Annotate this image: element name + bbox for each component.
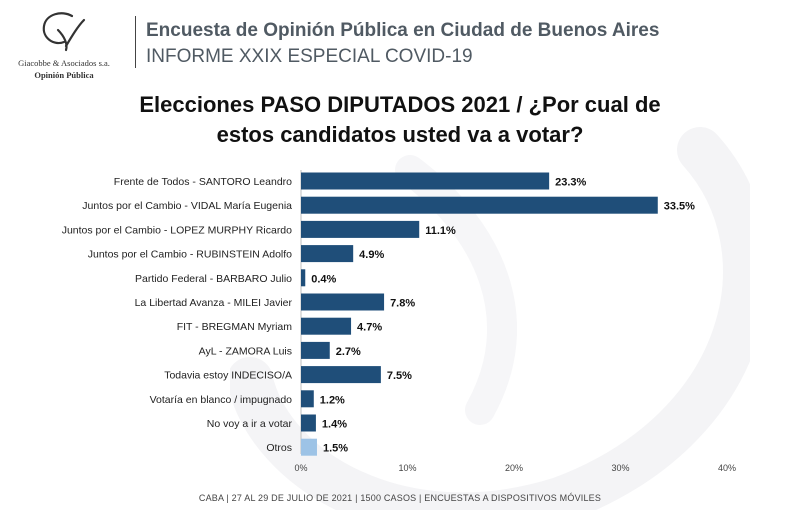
value-label: 1.5% — [323, 443, 348, 455]
x-tick-label: 30% — [611, 463, 629, 473]
report-subtitle: INFORME XXIX ESPECIAL COVID-19 — [146, 46, 473, 67]
category-label: No voy a ir a votar — [207, 418, 293, 430]
bar — [301, 220, 420, 238]
value-label: 1.2% — [320, 394, 345, 406]
report-title: Encuesta de Opinión Pública en Ciudad de… — [146, 20, 660, 41]
bar — [301, 293, 385, 311]
value-label: 0.4% — [311, 273, 336, 285]
company-logo: Giacobbe & Asociados s.a. Opinión Públic… — [8, 8, 120, 84]
bar — [301, 341, 330, 359]
bar — [301, 317, 352, 335]
bar — [301, 438, 317, 456]
header-divider — [135, 16, 136, 68]
category-label: AyL - ZAMORA Luis — [199, 345, 292, 357]
bar — [301, 366, 381, 384]
x-tick-label: 0% — [294, 463, 307, 473]
bar — [301, 390, 314, 408]
bar — [301, 172, 550, 190]
bars — [301, 172, 658, 456]
category-label: Partido Federal - BARBARO Julio — [135, 273, 292, 285]
value-label: 4.7% — [357, 322, 382, 334]
category-label: Votaría en blanco / impugnado — [150, 394, 293, 406]
bar — [301, 245, 354, 263]
value-label: 4.9% — [359, 249, 384, 261]
x-tick-label: 40% — [718, 463, 736, 473]
value-label: 11.1% — [425, 225, 456, 237]
category-labels: Frente de Todos - SANTORO Leandro Juntos … — [62, 176, 293, 454]
company-logo-icon — [42, 12, 86, 52]
footer-caption: CABA | 27 AL 29 DE JULIO DE 2021 | 1500 … — [198, 493, 602, 503]
chart-title-line-2: estos candidatos usted va a votar? — [216, 122, 584, 147]
chart-title: Elecciones PASO DIPUTADOS 2021 / ¿Por cu… — [130, 90, 670, 150]
category-label: Otros — [266, 442, 292, 454]
bar — [301, 196, 658, 214]
category-label: Frente de Todos - SANTORO Leandro — [114, 176, 292, 188]
category-label: Juntos por el Cambio - LOPEZ MURPHY Rica… — [62, 224, 292, 236]
category-label: Todavia estoy INDECISO/A — [164, 370, 292, 382]
category-label: La Libertad Avanza - MILEI Javier — [135, 297, 293, 309]
category-label: Juntos por el Cambio - RUBINSTEIN Adolfo — [88, 249, 292, 261]
value-label: 33.5% — [664, 201, 695, 213]
category-label: Juntos por el Cambio - VIDAL María Eugen… — [82, 200, 292, 212]
bar — [301, 269, 306, 287]
value-label: 2.7% — [336, 346, 361, 358]
value-label: 1.4% — [322, 419, 347, 431]
company-tagline: Opinión Pública — [34, 70, 94, 80]
x-tick-label: 10% — [398, 463, 416, 473]
bar — [301, 414, 316, 432]
company-name: Giacobbe & Asociados s.a. — [18, 58, 110, 68]
value-labels: 23.3% 33.5% 11.1% 4.9% 0.4% 7.8% 4.7% 2.7% 7.5% 1… — [311, 177, 695, 455]
chart-title-line-1: Elecciones PASO DIPUTADOS 2021 / ¿Por cu… — [139, 92, 661, 117]
value-label: 7.5% — [387, 370, 412, 382]
category-label: FIT - BREGMAN Myriam — [177, 321, 293, 333]
value-label: 23.3% — [555, 177, 586, 189]
x-tick-label: 20% — [505, 463, 523, 473]
value-label: 7.8% — [390, 298, 415, 310]
